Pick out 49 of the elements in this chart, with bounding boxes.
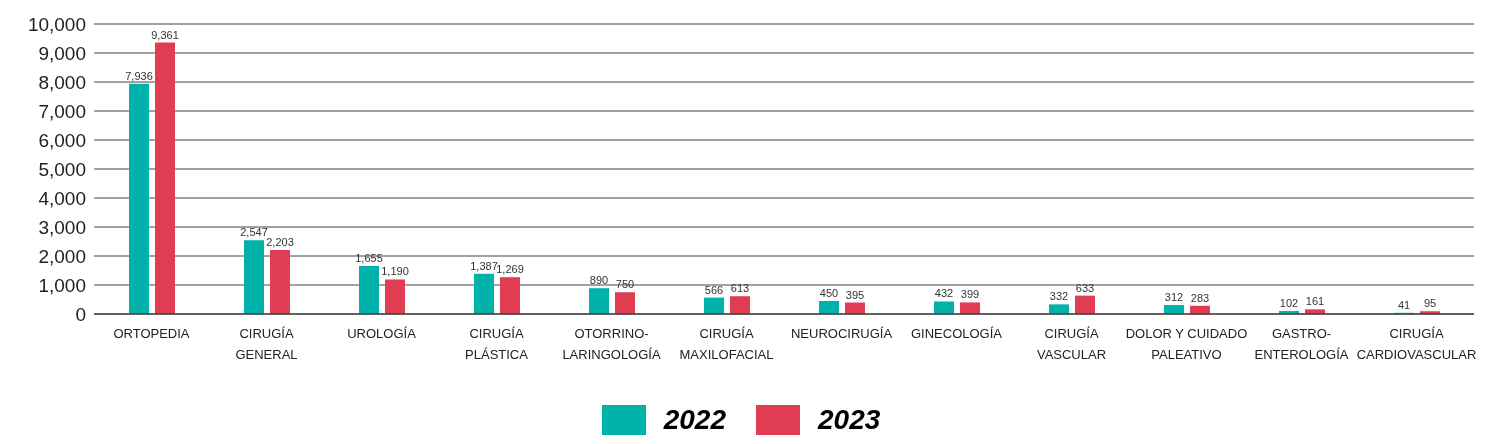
legend-label: 2022 — [663, 404, 726, 436]
x-tick-label: CIRUGÍA CARDIOVASCULAR — [1356, 326, 1477, 362]
data-label: 450 — [819, 286, 839, 299]
x-tick-label: ORTOPEDIA — [113, 326, 190, 341]
y-tick-label: 1,000 — [38, 274, 86, 296]
y-tick-label: 7,000 — [38, 100, 86, 122]
x-tick-label: GINECOLOGÍA — [910, 326, 1003, 341]
data-label: 312 — [1164, 290, 1184, 303]
data-label: 283 — [1190, 291, 1210, 304]
y-tick-label: 6,000 — [38, 129, 86, 151]
data-label: 395 — [845, 288, 865, 301]
data-label: 399 — [960, 288, 980, 301]
data-label: 95 — [1423, 297, 1437, 310]
y-tick-label: 8,000 — [38, 71, 86, 93]
data-label: 2,203 — [266, 236, 294, 249]
y-tick-label: 9,000 — [38, 42, 86, 64]
data-label: 2,547 — [240, 226, 268, 239]
data-label: 890 — [589, 274, 609, 287]
x-tick-label: CIRUGÍA PLÁSTICA — [465, 326, 529, 362]
data-label: 1,387 — [470, 259, 498, 272]
x-tick-label: GASTRO- ENTEROLOGÍA — [1254, 326, 1349, 362]
y-tick-label: 2,000 — [38, 245, 86, 267]
data-label: 750 — [615, 278, 635, 291]
x-tick-label: UROLOGÍA — [347, 326, 417, 341]
data-label: 613 — [730, 282, 750, 295]
y-tick-label: 0 — [75, 303, 86, 325]
legend-label: 2023 — [818, 404, 881, 436]
data-label: 102 — [1279, 297, 1299, 310]
data-label: 1,269 — [496, 263, 524, 276]
data-label: 1,190 — [381, 265, 409, 278]
x-tick-label: CIRUGÍA MAXILOFACIAL — [679, 326, 774, 362]
y-tick-label: 5,000 — [38, 158, 86, 180]
data-label: 9,361 — [151, 28, 179, 41]
x-tick-label: CIRUGÍA VASCULAR — [1036, 326, 1107, 362]
x-tick-label: NEUROCIRUGÍA — [790, 326, 893, 341]
y-tick-label: 4,000 — [38, 187, 86, 209]
y-tick-label: 10,000 — [27, 13, 86, 35]
data-label: 332 — [1049, 290, 1069, 303]
data-label: 7,936 — [125, 69, 153, 82]
y-tick-label: 3,000 — [38, 216, 86, 238]
data-label: 41 — [1397, 298, 1411, 311]
x-tick-label: OTORRINO- LARINGOLOGÍA — [562, 326, 661, 362]
data-label: 161 — [1305, 295, 1325, 308]
data-label: 1,655 — [355, 252, 383, 265]
data-label: 432 — [934, 287, 954, 300]
data-label: 566 — [704, 283, 724, 296]
data-label: 633 — [1075, 281, 1095, 294]
x-tick-label: CIRUGÍA GENERAL — [235, 326, 298, 362]
x-tick-label: DOLOR Y CUIDADO PALEATIVO — [1125, 326, 1248, 362]
